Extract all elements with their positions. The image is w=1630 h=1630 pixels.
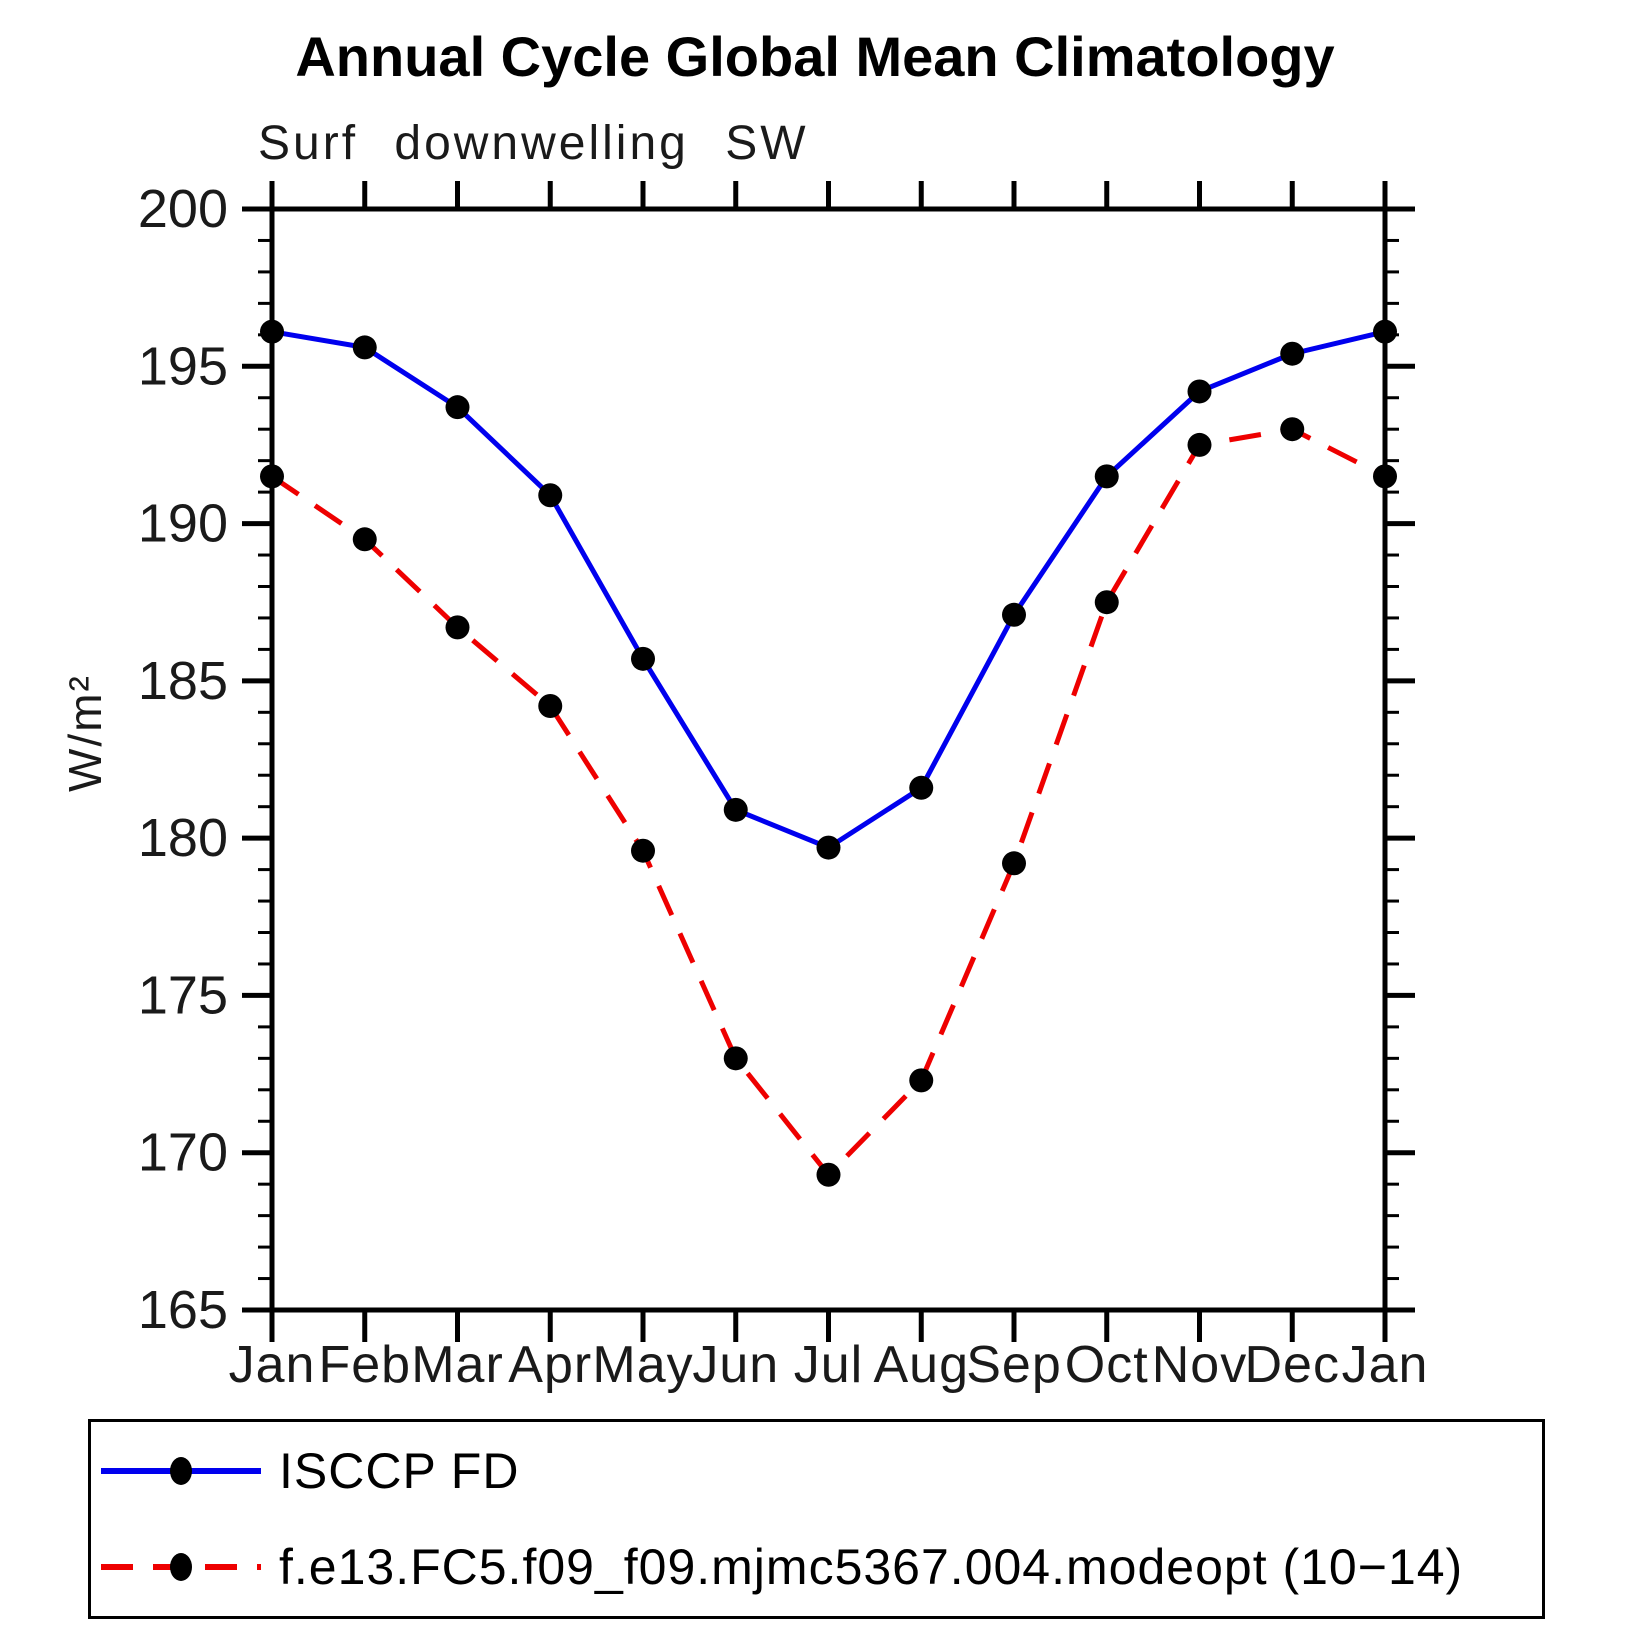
x-axis-tick-label: Aug [873, 1336, 969, 1394]
data-point-marker-model [538, 694, 563, 719]
data-point-marker-model [1002, 851, 1026, 876]
legend-label-isccp: ISCCP FD [279, 1443, 520, 1499]
legend-box: ISCCP FD f.e13.FC5.f09_f09.mjmc5367.004.… [88, 1419, 1545, 1619]
data-point-marker-model [1094, 590, 1119, 615]
data-point-marker-isccp [816, 835, 841, 860]
y-axis-tick-label: 195 [138, 336, 228, 396]
data-point-marker-isccp [1373, 319, 1397, 344]
data-point-marker-model [352, 527, 377, 552]
series-line-model [270, 426, 1387, 1179]
data-point-marker-model [1373, 464, 1397, 489]
data-point-marker-isccp [1094, 464, 1119, 489]
chart-title: Annual Cycle Global Mean Climatology [295, 25, 1335, 88]
x-axis-tick-label: Jan [229, 1336, 316, 1394]
x-axis-tick-label: Oct [1065, 1336, 1149, 1394]
data-point-marker-model [723, 1046, 748, 1071]
data-point-marker-isccp [1002, 602, 1026, 627]
legend-item-model: f.e13.FC5.f09_f09.mjmc5367.004.modeopt (… [91, 1519, 1542, 1615]
y-axis-tick-label: 200 [138, 179, 228, 239]
data-point-marker-isccp [1187, 379, 1212, 404]
axis-box [269, 206, 1388, 1313]
y-axis-tick-label: 190 [138, 494, 228, 554]
legend-label-model: f.e13.FC5.f09_f09.mjmc5367.004.modeopt (… [279, 1539, 1464, 1595]
data-point-marker-isccp [260, 319, 284, 344]
y-axis-tick-label: 175 [138, 965, 228, 1025]
data-point-marker-isccp [1280, 341, 1305, 366]
x-axis-tick-label: May [592, 1336, 693, 1394]
chart-subtitle: Surf downwelling SW [258, 117, 809, 170]
series-line-isccp [271, 329, 1386, 851]
data-point-marker-model [445, 615, 470, 640]
data-point-marker-model [909, 1068, 934, 1093]
legend-sample-solid-line [101, 1457, 261, 1485]
x-axis-tick-label: Apr [508, 1336, 592, 1394]
data-point-marker-isccp [723, 797, 748, 822]
x-axis-tick-label: Jul [794, 1336, 863, 1394]
x-axis-tick-label: Jun [692, 1336, 779, 1394]
data-point-marker-isccp [909, 775, 934, 800]
x-axis-tick-label: Nov [1152, 1336, 1247, 1394]
y-axis-tick-label: 170 [138, 1123, 228, 1183]
data-point-marker-model [816, 1162, 841, 1187]
data-point-marker-isccp [631, 646, 655, 671]
legend-item-isccp: ISCCP FD [91, 1423, 1542, 1519]
x-axis-tick-label: Jan [1342, 1336, 1429, 1394]
data-point-marker-model [1280, 417, 1305, 442]
legend-marker-dot [170, 1553, 192, 1581]
data-point-marker-isccp [445, 395, 470, 420]
data-point-marker-isccp [538, 483, 563, 508]
data-point-marker-model [260, 464, 284, 489]
y-axis-tick-label: 165 [138, 1280, 228, 1340]
x-axis-tick-label: Mar [411, 1336, 504, 1394]
data-point-marker-model [631, 838, 655, 863]
y-axis-tick-label: 185 [138, 651, 228, 711]
y-axis-tick-label: 180 [138, 808, 228, 868]
legend-sample-dashed-line [101, 1553, 261, 1581]
data-point-marker-isccp [352, 335, 377, 360]
x-axis-tick-label: Dec [1245, 1336, 1340, 1394]
legend-marker-dot [170, 1457, 192, 1485]
x-axis-tick-label: Feb [318, 1336, 411, 1394]
data-point-marker-model [1187, 432, 1212, 457]
x-axis-tick-label: Sep [966, 1336, 1062, 1394]
